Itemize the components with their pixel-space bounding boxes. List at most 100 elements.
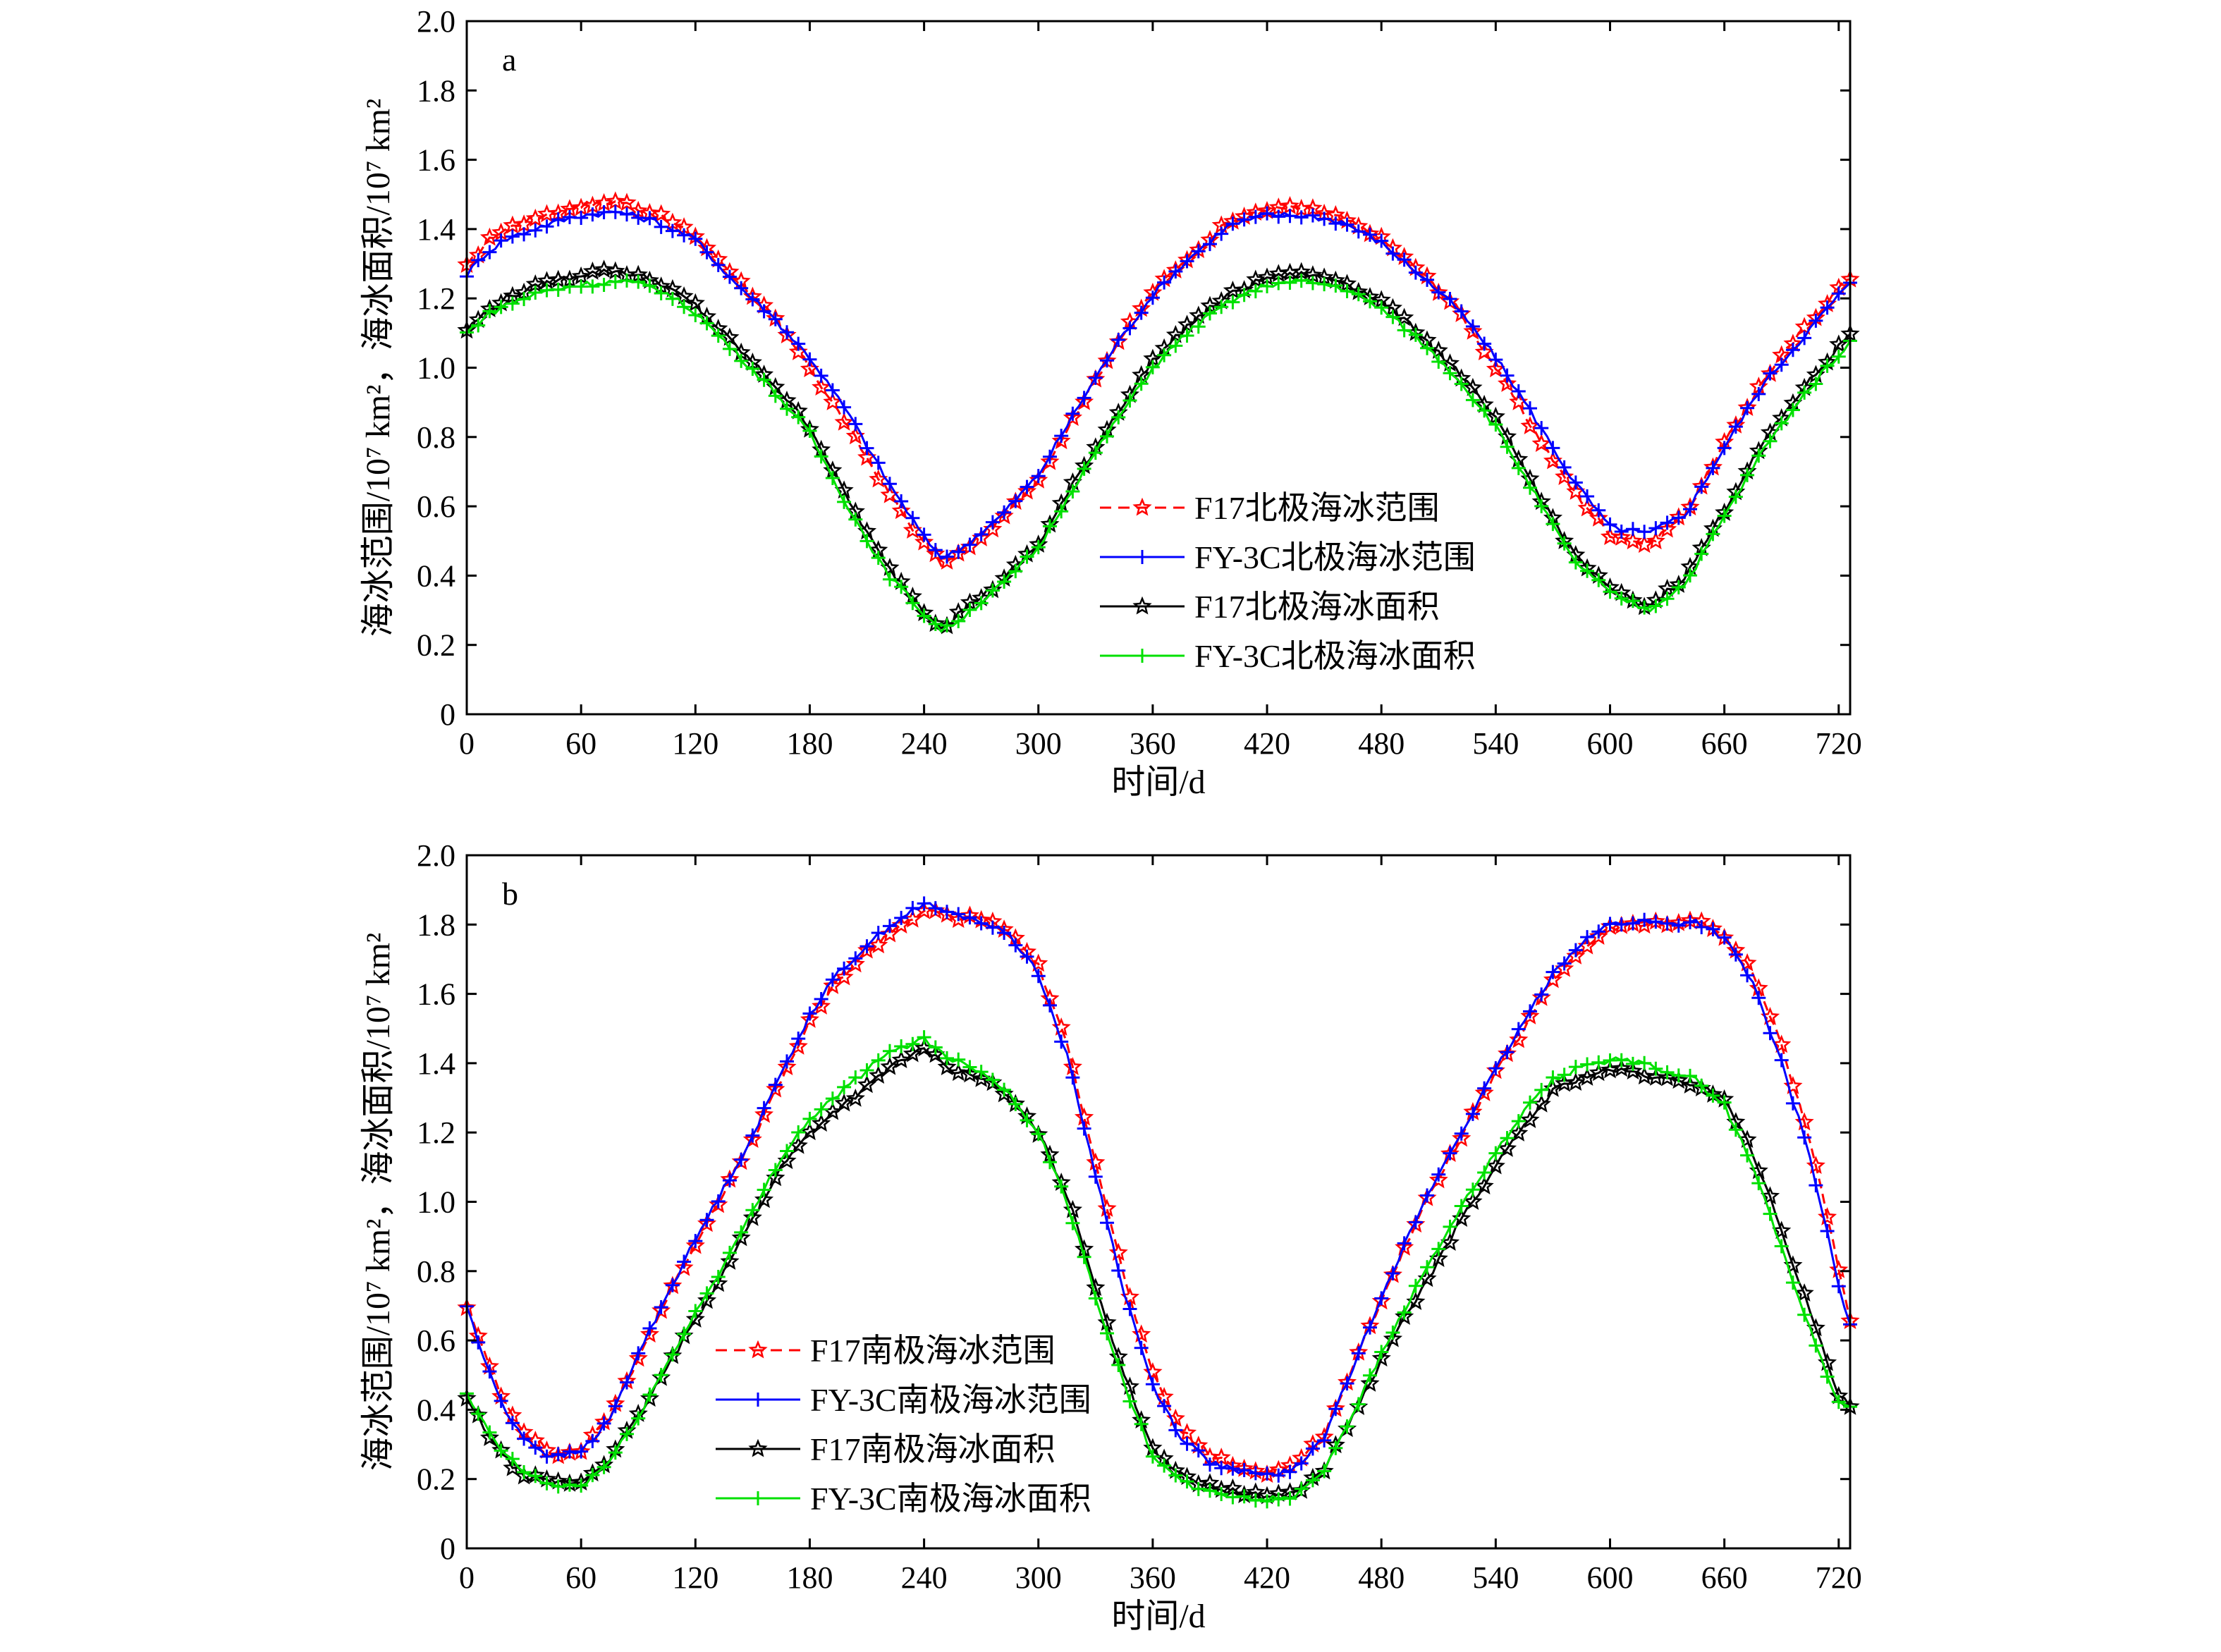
- legend-marker: [748, 1438, 768, 1457]
- data-point: [699, 1213, 714, 1228]
- data-point: [585, 1433, 600, 1448]
- data-point: [1546, 441, 1560, 455]
- data-point: [1100, 429, 1115, 443]
- data-point: [1260, 279, 1275, 293]
- data-point: [1374, 233, 1389, 248]
- data-point: [1431, 1242, 1446, 1256]
- data-point: [1271, 1468, 1286, 1483]
- data-point: [937, 1057, 957, 1076]
- data-point: [1829, 1259, 1849, 1278]
- data-point: [754, 1104, 774, 1123]
- data-point: [940, 1051, 955, 1065]
- data-point: [1774, 1053, 1789, 1067]
- data-point: [1557, 1067, 1572, 1082]
- data-point: [539, 1476, 554, 1491]
- data-point: [837, 1079, 852, 1094]
- data-point: [1669, 1070, 1689, 1089]
- data-point: [608, 1445, 623, 1460]
- data-point: [1191, 1443, 1206, 1458]
- x-axis-label: 时间/d: [1111, 1598, 1205, 1635]
- data-point: [1797, 1307, 1812, 1322]
- data-point: [1237, 1489, 1252, 1504]
- data-point: [1351, 287, 1366, 302]
- data-point: [985, 1072, 1000, 1087]
- data-point: [482, 1425, 497, 1440]
- data-point: [1817, 1207, 1837, 1225]
- data-point: [1351, 1397, 1366, 1412]
- data-point: [1042, 449, 1057, 464]
- data-point: [1042, 998, 1057, 1012]
- data-point: [1294, 1481, 1309, 1496]
- data-point: [894, 1039, 909, 1054]
- data-point: [1452, 1128, 1472, 1147]
- data-point: [1225, 216, 1240, 231]
- data-point: [871, 1053, 886, 1067]
- data-point: [528, 1469, 543, 1483]
- data-point: [1362, 1368, 1377, 1383]
- data-point: [665, 224, 680, 238]
- data-point: [1283, 276, 1297, 290]
- data-point: [665, 1278, 680, 1292]
- data-point: [1020, 1113, 1034, 1127]
- data-point: [1362, 227, 1377, 242]
- data-point: [1374, 300, 1389, 315]
- data-point: [882, 477, 897, 491]
- data-point: [1534, 1082, 1549, 1097]
- data-point: [1772, 1220, 1792, 1240]
- data-point: [800, 1122, 819, 1141]
- data-point: [1568, 943, 1583, 957]
- data-point: [882, 1044, 897, 1058]
- data-point: [1180, 1436, 1194, 1451]
- data-point: [574, 210, 589, 225]
- data-point: [1385, 1266, 1400, 1280]
- data-point: [482, 1364, 497, 1379]
- data-point: [1737, 953, 1757, 972]
- data-point: [1260, 206, 1275, 221]
- series-line: [465, 1036, 1851, 1503]
- data-point: [1785, 343, 1800, 357]
- data-point: [1340, 1376, 1354, 1391]
- legend-label: FY-3C北极海冰范围: [1194, 539, 1476, 575]
- legend-marker: [1135, 649, 1149, 663]
- data-point: [1111, 410, 1126, 424]
- data-point: [539, 219, 554, 234]
- data-point: [1051, 431, 1071, 450]
- data-point: [1283, 1464, 1297, 1479]
- data-point: [802, 1006, 817, 1021]
- data-point: [757, 1101, 771, 1115]
- data-point: [1774, 357, 1789, 372]
- data-point: [1534, 987, 1549, 1002]
- y-tick-label: 0.6: [417, 1323, 455, 1358]
- data-point: [1671, 510, 1686, 525]
- data-point: [825, 1091, 840, 1106]
- data-point: [1660, 515, 1675, 530]
- data-point: [608, 1399, 623, 1414]
- data-point: [1603, 585, 1617, 599]
- data-point: [914, 532, 934, 551]
- x-tick-label: 480: [1358, 726, 1405, 761]
- data-point: [1557, 536, 1572, 551]
- data-point: [1546, 517, 1560, 532]
- data-point: [845, 954, 865, 973]
- data-point: [1682, 1068, 1697, 1083]
- y-tick-label: 1.2: [417, 1115, 455, 1150]
- x-tick-label: 240: [901, 726, 948, 761]
- data-point: [1202, 1457, 1217, 1472]
- data-point: [1465, 319, 1480, 334]
- data-point: [1831, 1395, 1846, 1409]
- data-point: [711, 1269, 726, 1284]
- data-point: [1029, 470, 1048, 489]
- data-point: [1637, 912, 1652, 927]
- data-point: [1511, 384, 1526, 398]
- x-tick-label: 360: [1130, 1560, 1176, 1595]
- data-point: [1202, 1483, 1217, 1498]
- data-point: [768, 1163, 783, 1177]
- data-point: [837, 400, 852, 415]
- data-point: [834, 967, 854, 986]
- data-point: [1077, 1249, 1091, 1264]
- data-point: [1694, 546, 1709, 561]
- x-tick-label: 60: [565, 1560, 596, 1595]
- data-point: [802, 1111, 817, 1126]
- data-point: [482, 245, 497, 259]
